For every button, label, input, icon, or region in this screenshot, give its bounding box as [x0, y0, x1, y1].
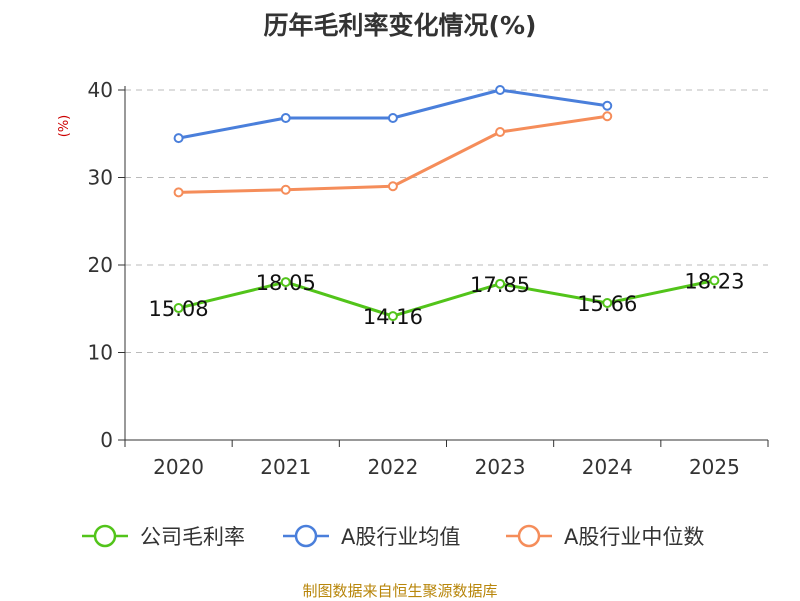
legend-marker — [93, 524, 117, 548]
data-point[interactable] — [173, 133, 184, 144]
data-label: 17.85 — [470, 273, 530, 297]
y-tick-label: 20 — [88, 253, 113, 277]
source-note: 制图数据来自恒生聚源数据库 — [302, 582, 498, 600]
labels-layer: 15.08 18.05 14.16 17.85 15.66 18.23 — [149, 269, 745, 329]
data-label: 18.05 — [256, 271, 316, 295]
data-point[interactable] — [602, 297, 613, 308]
x-tick-label: 2023 — [475, 455, 526, 479]
data-point[interactable] — [709, 275, 720, 286]
data-label: 14.16 — [363, 305, 423, 329]
y-tick-label: 30 — [88, 166, 113, 190]
data-label: 15.08 — [149, 297, 209, 321]
legend-label: A股行业均值 — [341, 525, 460, 549]
data-point[interactable] — [602, 100, 613, 111]
chart-title: 历年毛利率变化情况(%) — [263, 11, 537, 40]
legend-marker — [294, 524, 318, 548]
data-point[interactable] — [495, 85, 506, 95]
data-point[interactable] — [280, 184, 291, 195]
data-point[interactable] — [173, 187, 184, 198]
data-point[interactable] — [280, 277, 291, 288]
x-tick-label: 2020 — [153, 455, 204, 479]
legend-item[interactable]: 公司毛利率 — [82, 524, 245, 549]
legend-label: 公司毛利率 — [140, 525, 245, 549]
x-tick-label: 2024 — [582, 455, 633, 479]
y-tick-label: 10 — [88, 341, 113, 365]
data-label: 15.66 — [577, 292, 637, 316]
y-tick-label: 40 — [88, 78, 113, 102]
y-tick-label: 0 — [100, 428, 113, 452]
series-line — [178, 114, 608, 194]
x-tick-label: 2021 — [260, 455, 311, 479]
legend-marker — [517, 524, 541, 548]
data-point[interactable] — [280, 113, 291, 123]
data-label: 18.23 — [684, 269, 744, 293]
data-point[interactable] — [387, 181, 398, 192]
y-axis-label: (%) — [57, 115, 72, 138]
data-point[interactable] — [602, 111, 613, 122]
legend-label: A股行业中位数 — [564, 525, 704, 549]
legend-item[interactable]: A股行业中位数 — [506, 524, 704, 549]
x-tick-label: 2025 — [689, 455, 740, 479]
series-layer — [173, 85, 720, 322]
data-point[interactable] — [495, 127, 506, 137]
data-point[interactable] — [173, 303, 184, 314]
legend[interactable]: 公司毛利率 A股行业均值 A股行业中位数 — [82, 524, 704, 549]
axes-layer: 0 10 20 30 40 2020 2021 2022 2023 2024 2025 (%) — [57, 78, 769, 479]
grid-layer — [125, 89, 768, 353]
data-point[interactable] — [387, 311, 398, 322]
data-point[interactable] — [495, 278, 506, 289]
data-point[interactable] — [387, 113, 398, 123]
series-line — [178, 279, 715, 318]
x-tick-label: 2022 — [367, 455, 418, 479]
legend-item[interactable]: A股行业均值 — [283, 524, 460, 549]
